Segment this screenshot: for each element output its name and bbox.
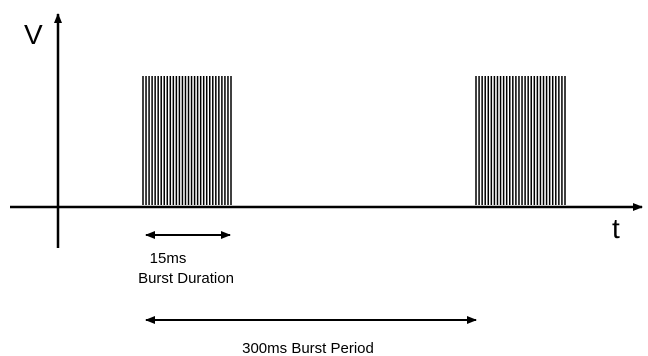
burst-duration-value: 15ms (150, 250, 187, 267)
pulse-burst-2 (475, 76, 566, 205)
burst-duration-label: Burst Duration (138, 270, 234, 287)
pulse-burst-1 (142, 76, 232, 205)
burst-period-label: 300ms Burst Period (242, 340, 374, 356)
x-axis-label: t (612, 213, 620, 244)
y-axis-label: V (24, 19, 43, 50)
